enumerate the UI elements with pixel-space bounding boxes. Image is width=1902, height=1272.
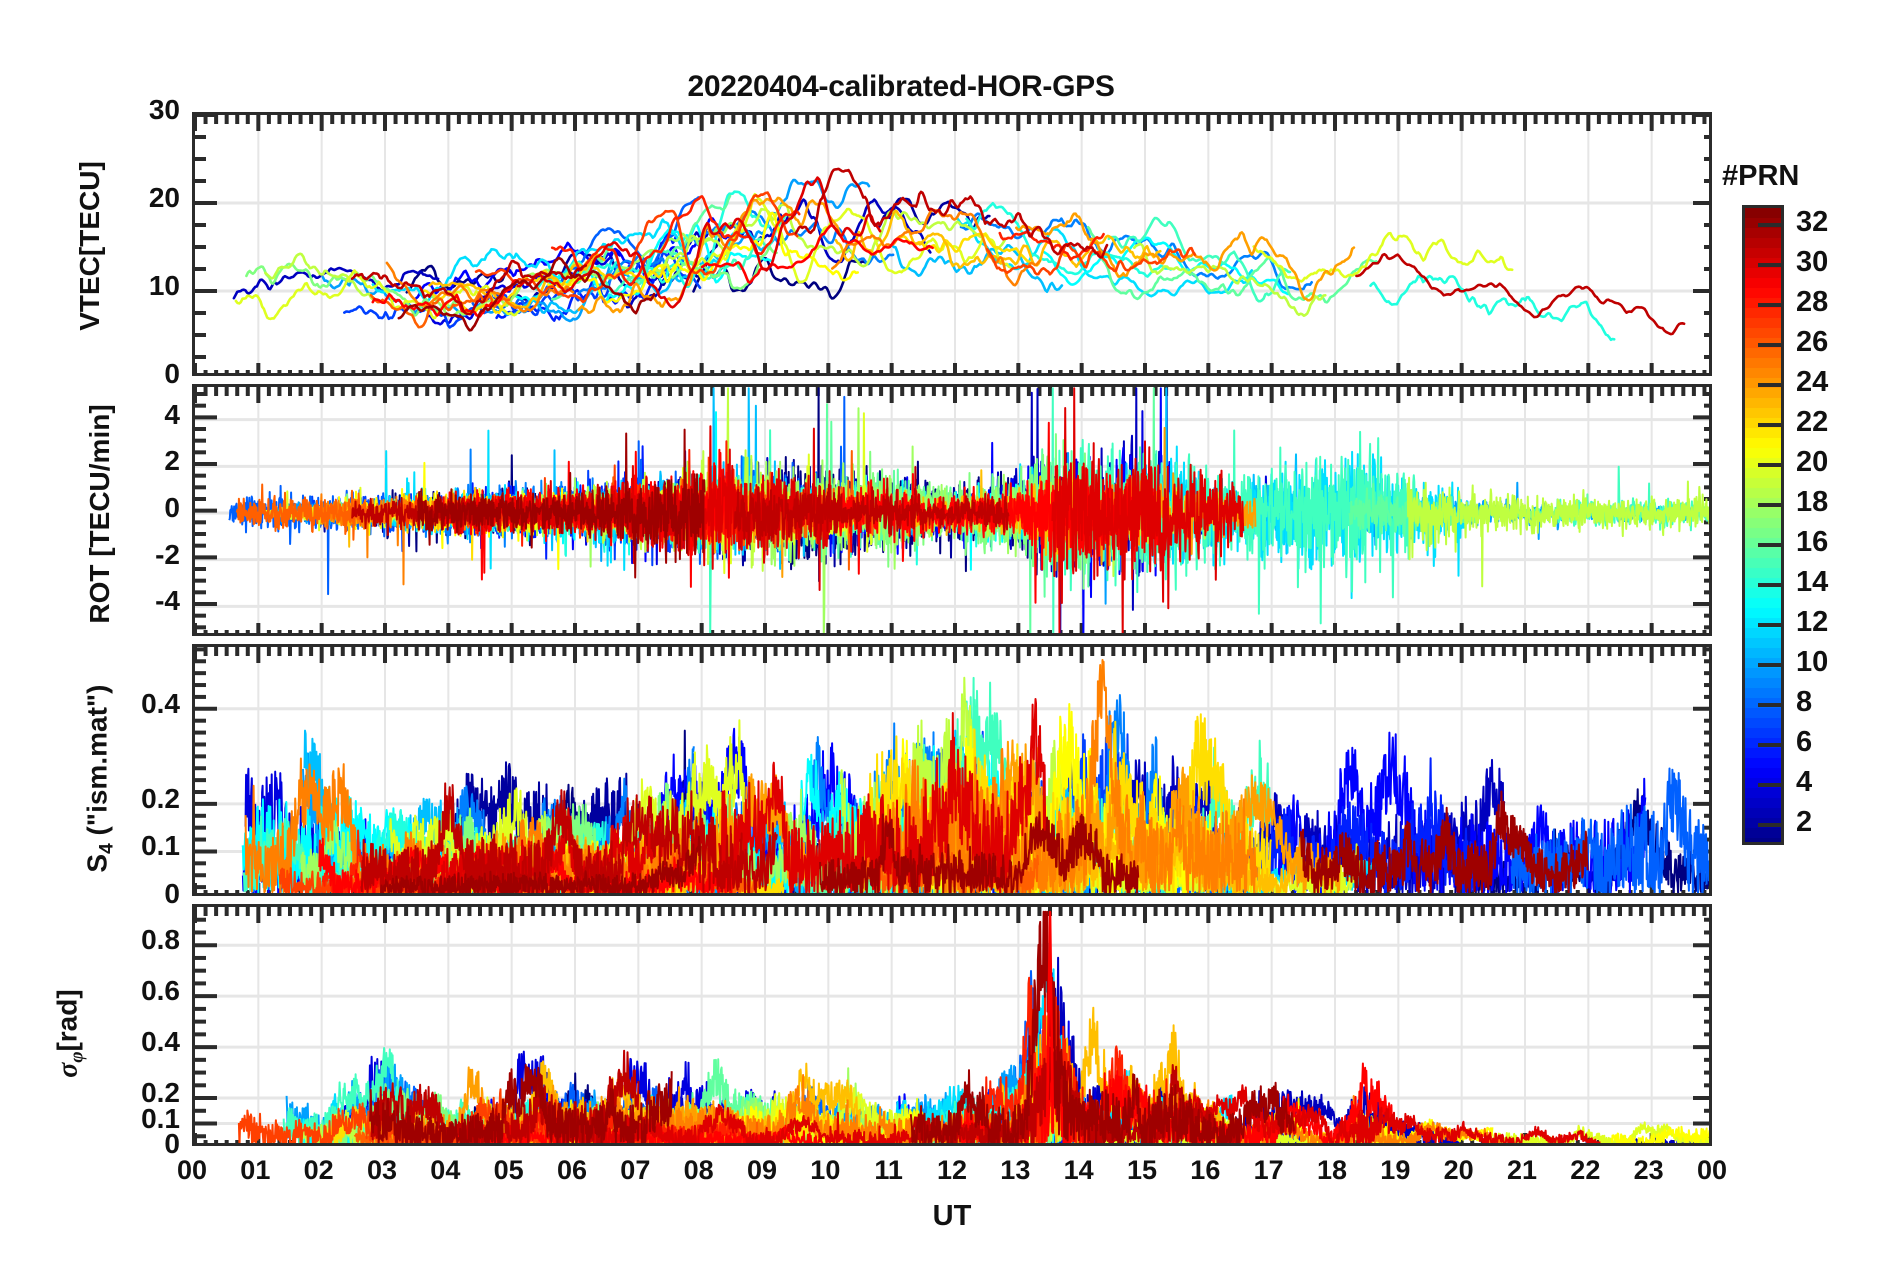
panel-s4	[192, 644, 1712, 896]
panel-sigma-phi-ytick-5: 0.8	[141, 924, 180, 956]
panel-rot-ytick-0: -4	[155, 585, 180, 617]
colorbar-tickmark-24	[1758, 383, 1784, 387]
x-axis-tick-14: 14	[1063, 1155, 1094, 1185]
panel-vtec-ylabel: VTEC[TECU]	[74, 161, 105, 331]
colorbar-tick-26: 26	[1796, 326, 1829, 358]
x-axis-tick-10: 10	[810, 1155, 841, 1185]
colorbar-tickmark-16	[1758, 543, 1784, 547]
colorbar-tickmark-6	[1758, 743, 1784, 747]
x-axis-tick-12: 12	[936, 1155, 968, 1185]
colorbar-tickmark-8	[1758, 703, 1784, 707]
x-axis-tick-5: 05	[493, 1155, 524, 1185]
panel-s4-ytick-3: 0.4	[141, 687, 180, 719]
colorbar-tickmark-30	[1758, 263, 1784, 267]
x-axis-tick-0: 00	[176, 1155, 208, 1185]
panel-sigma-phi-ytick-2: 0.2	[141, 1077, 180, 1109]
colorbar-tick-28: 28	[1796, 286, 1829, 318]
x-axis-tick-4: 04	[430, 1155, 461, 1185]
panel-vtec	[192, 112, 1712, 376]
panel-sigma-phi	[192, 904, 1712, 1146]
panel-vtec-ytick-1: 10	[148, 270, 180, 301]
colorbar-tickmark-22	[1758, 423, 1784, 427]
colorbar-tick-18: 18	[1796, 486, 1829, 518]
panel-rot-ytick-1: -2	[155, 538, 180, 570]
panel-sigma-phi-ytick-0: 0	[164, 1128, 180, 1159]
colorbar-tickmark-18	[1758, 503, 1784, 507]
x-axis-label: UT	[932, 1200, 972, 1232]
x-axis-tick-13: 13	[1000, 1155, 1031, 1185]
x-axis-tick-19: 19	[1380, 1155, 1411, 1185]
colorbar-tickmark-10	[1758, 663, 1784, 667]
panel-rot-ytick-4: 4	[164, 398, 180, 430]
panel-sigma-phi-ytick-3: 0.4	[141, 1026, 180, 1058]
x-axis-tick-20: 20	[1443, 1155, 1474, 1185]
panel-sigma-phi-ytick-1: 0.1	[141, 1102, 180, 1134]
colorbar-tick-12: 12	[1796, 606, 1829, 638]
colorbar-tick-6: 6	[1796, 726, 1813, 758]
x-axis-tick-22: 22	[1570, 1155, 1601, 1185]
x-axis-tick-21: 21	[1506, 1155, 1538, 1185]
colorbar-tick-24: 24	[1796, 366, 1829, 398]
x-axis-tick-8: 08	[683, 1155, 714, 1185]
colorbar-tickmark-4	[1758, 783, 1784, 787]
colorbar	[1742, 205, 1784, 845]
colorbar-tickmark-2	[1758, 823, 1784, 827]
colorbar-tickmark-12	[1758, 623, 1784, 627]
x-axis-tick-11: 11	[874, 1155, 903, 1185]
x-axis-tick-24: 00	[1696, 1155, 1728, 1185]
panel-vtec-ytick-0: 0	[164, 358, 180, 389]
panel-vtec-ytick-2: 20	[148, 182, 180, 213]
panel-vtec-ytick-3: 30	[148, 94, 180, 125]
panel-sigma-phi-ylabel-main: σ	[52, 1062, 84, 1078]
panel-rot-ytick-2: 0	[164, 492, 180, 523]
panel-sigma-phi-ytick-4: 0.6	[141, 975, 180, 1007]
x-axis-tick-1: 01	[240, 1155, 271, 1185]
x-axis-tick-16: 16	[1190, 1155, 1221, 1185]
colorbar-tickmark-14	[1758, 583, 1784, 587]
colorbar-tickmark-32	[1758, 223, 1784, 227]
x-axis-tick-2: 02	[303, 1155, 334, 1185]
colorbar-tick-4: 4	[1796, 766, 1813, 798]
panel-rot-ytick-3: 2	[164, 445, 180, 477]
x-axis-tick-9: 09	[746, 1155, 778, 1185]
x-axis-tick-17: 17	[1253, 1155, 1284, 1185]
x-axis-tick-6: 06	[556, 1155, 588, 1185]
panel-s4-ytick-1: 0.1	[141, 830, 180, 862]
panel-s4-ytick-2: 0.2	[141, 782, 180, 814]
colorbar-tickmark-26	[1758, 343, 1784, 347]
colorbar-tickmark-28	[1758, 303, 1784, 307]
colorbar-tick-2: 2	[1796, 806, 1813, 838]
colorbar-tickmark-20	[1758, 463, 1784, 467]
colorbar-tick-10: 10	[1796, 646, 1829, 678]
figure-title: 20220404-calibrated-HOR-GPS	[687, 70, 1115, 103]
colorbar-tick-22: 22	[1796, 406, 1829, 438]
x-axis-tick-15: 15	[1126, 1155, 1158, 1185]
x-axis-tick-18: 18	[1316, 1155, 1348, 1185]
x-axis-tick-3: 03	[366, 1155, 398, 1185]
colorbar-title: #PRN	[1722, 160, 1800, 192]
colorbar-tick-32: 32	[1796, 206, 1829, 238]
colorbar-tick-14: 14	[1796, 566, 1829, 598]
panel-rot	[192, 384, 1712, 636]
panel-s4-ytick-0: 0	[164, 878, 180, 909]
colorbar-tick-20: 20	[1796, 446, 1829, 478]
x-axis-tick-23: 23	[1633, 1155, 1664, 1185]
colorbar-tick-16: 16	[1796, 526, 1829, 558]
colorbar-tick-30: 30	[1796, 246, 1829, 278]
colorbar-tick-8: 8	[1796, 686, 1813, 718]
x-axis-tick-7: 07	[620, 1155, 651, 1185]
